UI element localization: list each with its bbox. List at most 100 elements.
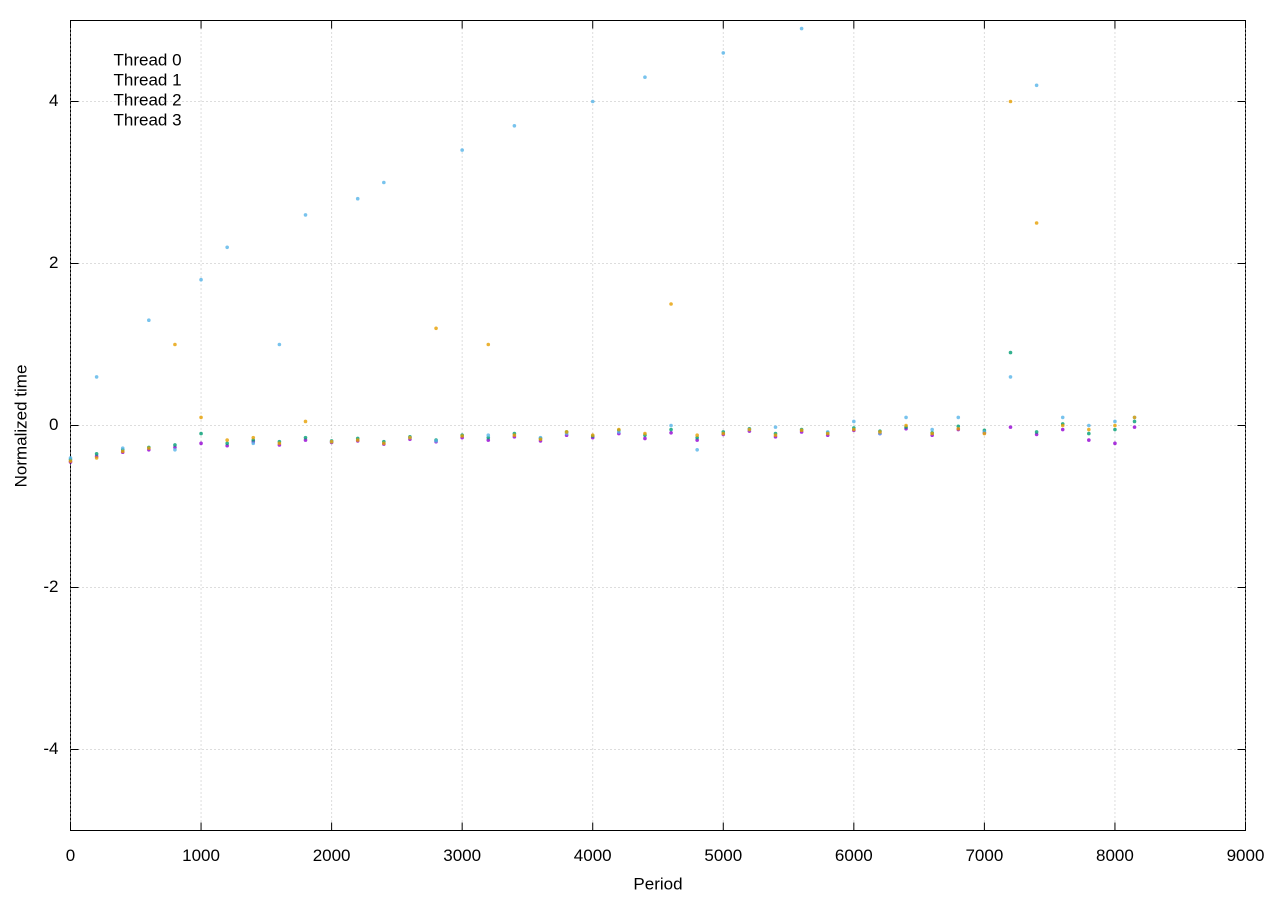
point: [94, 456, 99, 460]
point: [382, 441, 386, 446]
point: [277, 441, 282, 446]
point: [852, 427, 856, 432]
point: [799, 428, 804, 433]
point: [1034, 83, 1039, 88]
x-tick-label: 8000: [1096, 846, 1134, 865]
y-tick-label: -4: [43, 739, 58, 758]
point: [303, 213, 308, 217]
point: [1008, 375, 1013, 379]
point: [199, 277, 203, 282]
point: [878, 430, 882, 434]
x-tick-label: 6000: [835, 846, 873, 865]
point: [94, 375, 99, 379]
y-tick-label: -2: [43, 577, 58, 596]
point: [617, 427, 621, 432]
point: [329, 439, 334, 444]
point: [173, 448, 177, 452]
y-axis-label: Normalized time: [11, 365, 30, 488]
point: [982, 431, 987, 436]
point: [173, 443, 177, 447]
point: [434, 326, 438, 331]
point: [303, 419, 308, 424]
point: [825, 431, 830, 436]
point: [669, 430, 673, 435]
point: [512, 433, 517, 438]
x-tick-label: 0: [66, 846, 75, 865]
x-tick-label: 3000: [443, 846, 481, 865]
legend-label: Thread 3: [114, 110, 182, 129]
point: [1060, 423, 1065, 428]
point: [199, 415, 203, 420]
x-tick-label: 2000: [313, 846, 351, 865]
point: [799, 26, 804, 31]
point: [382, 180, 386, 185]
y-tick-label: 4: [49, 91, 58, 110]
y-tick-label: 2: [49, 253, 58, 272]
point: [1087, 427, 1091, 432]
point: [773, 425, 778, 429]
point: [355, 438, 360, 442]
legend-label: Thread 2: [114, 90, 182, 109]
point: [930, 427, 934, 432]
point: [225, 438, 229, 442]
point: [225, 441, 229, 446]
point: [1113, 441, 1117, 446]
point: [199, 441, 203, 446]
point: [1034, 221, 1039, 225]
point: [1113, 427, 1117, 432]
point: [956, 426, 961, 431]
point: [251, 441, 256, 446]
point: [930, 431, 934, 436]
point: [486, 433, 491, 438]
point: [460, 434, 464, 438]
point: [1132, 425, 1137, 429]
point: [721, 431, 726, 436]
point: [1060, 415, 1065, 420]
point: [643, 431, 647, 436]
point: [1132, 415, 1137, 420]
point: [486, 342, 491, 347]
point: [120, 449, 125, 454]
point: [538, 437, 543, 442]
point: [199, 431, 203, 436]
point: [669, 427, 673, 432]
point: [904, 423, 908, 428]
point: [643, 75, 647, 79]
legend-label: Thread 0: [114, 50, 182, 69]
point: [1113, 419, 1117, 424]
point: [564, 430, 569, 434]
point: [1087, 438, 1091, 442]
point: [904, 415, 908, 420]
point: [747, 427, 752, 432]
point: [277, 342, 282, 347]
point: [773, 433, 778, 438]
point: [1008, 350, 1013, 355]
point: [68, 456, 73, 460]
point: [460, 148, 464, 152]
point: [669, 302, 673, 306]
point: [643, 436, 647, 441]
point: [408, 435, 412, 440]
point: [512, 124, 517, 128]
point: [695, 433, 699, 438]
x-tick-label: 1000: [182, 846, 220, 865]
point: [1087, 423, 1091, 428]
point: [173, 342, 177, 347]
point: [590, 99, 595, 104]
x-axis-label: Period: [633, 874, 682, 893]
point: [120, 446, 125, 450]
legend-label: Thread 1: [114, 70, 182, 89]
y-tick-label: 0: [49, 415, 58, 434]
point: [94, 452, 99, 456]
point: [251, 435, 256, 440]
point: [721, 51, 726, 55]
point: [68, 459, 73, 463]
point: [1087, 431, 1091, 436]
x-tick-label: 9000: [1227, 846, 1265, 865]
point: [225, 245, 229, 250]
point: [1034, 430, 1039, 434]
point: [956, 415, 961, 420]
x-tick-label: 5000: [704, 846, 742, 865]
point: [1113, 423, 1117, 428]
point: [1132, 419, 1137, 424]
